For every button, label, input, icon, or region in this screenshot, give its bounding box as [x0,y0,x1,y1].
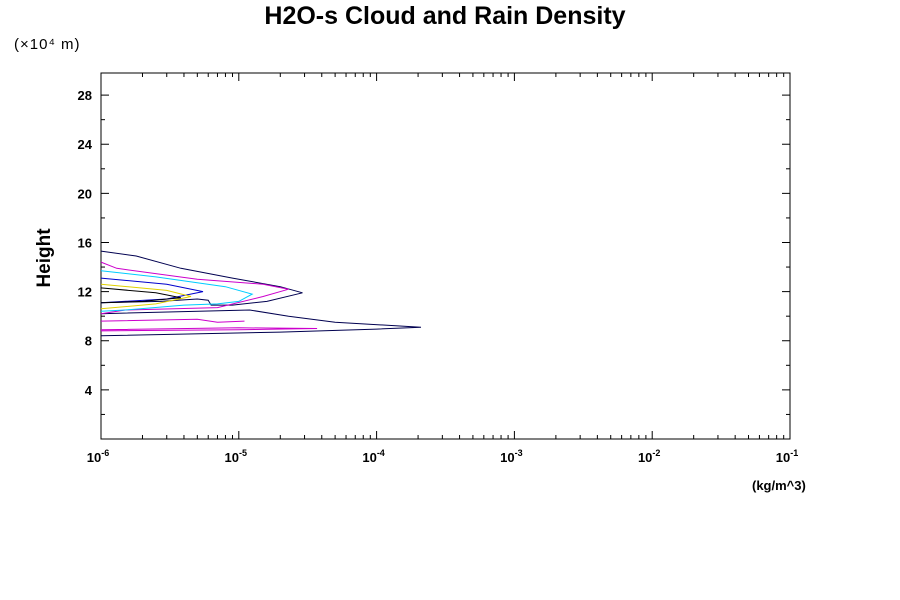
x-tick-label: 10-6 [87,448,109,465]
x-tick-label: 10-5 [225,448,247,465]
y-tick-label: 20 [78,186,92,201]
y-tick-label: 4 [85,383,93,398]
contour-line-6 [100,277,204,304]
contour-line-2 [100,261,289,315]
contour-line-0 [100,250,303,306]
x-tick-label: 10-3 [500,448,522,465]
x-tick-label: 10-2 [638,448,660,465]
x-axis-unit: (kg/m^3) [752,478,806,493]
contour-line-1 [100,309,422,337]
contour-line-8 [100,287,181,304]
y-tick-label: 8 [85,334,92,349]
plot-frame [100,72,791,440]
y-tick-label: 24 [78,137,93,152]
y-tick-label: 28 [78,88,92,103]
contour-line-3 [100,318,245,323]
contour-line-7 [100,283,192,310]
x-tick-label: 10-4 [362,448,384,465]
y-axis-unit: (×10⁴ m) [14,36,81,53]
y-tick-label: 12 [78,285,92,300]
contour-line-5 [100,270,254,312]
chart-title: H2O-s Cloud and Rain Density [264,2,625,30]
x-tick-label: 10-1 [776,448,798,465]
y-tick-label: 16 [78,235,92,250]
y-axis-label: Height [34,228,55,288]
contour-line-4 [100,327,318,332]
